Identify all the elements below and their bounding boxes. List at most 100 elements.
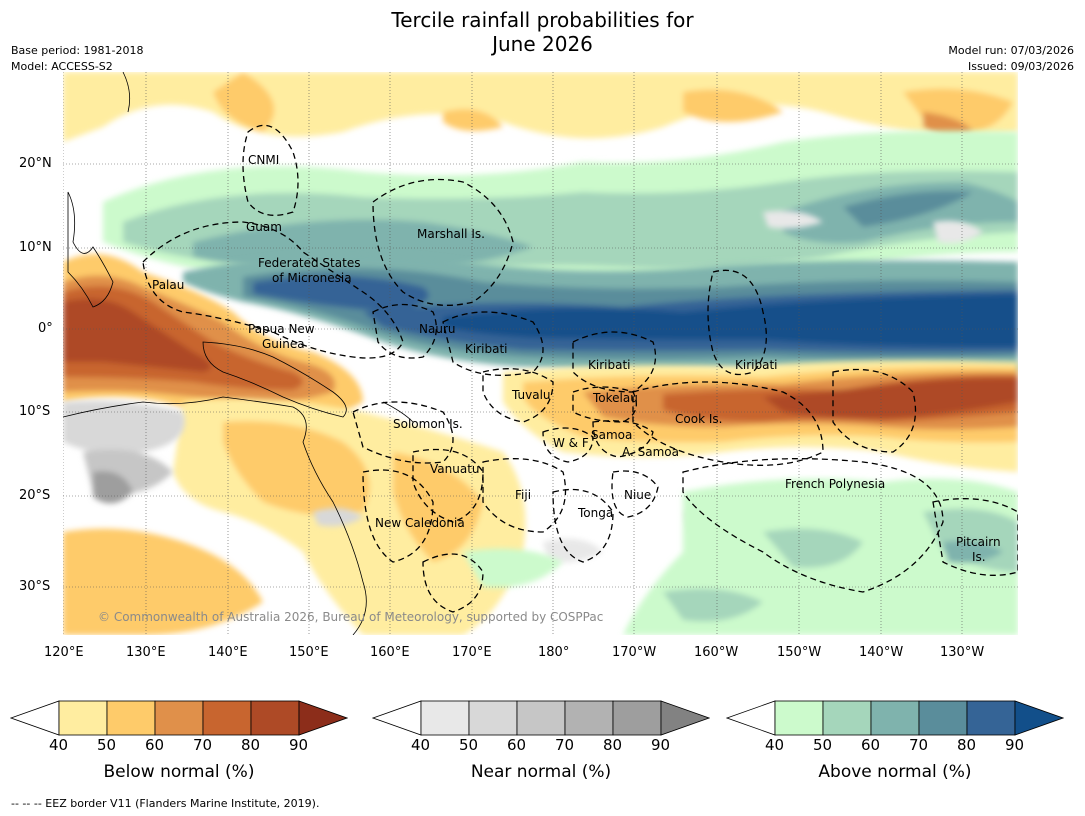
lat-label: 20°N	[19, 156, 52, 171]
colorbar-tick: 70	[555, 736, 575, 754]
label-american-samoa: A. Samoa	[622, 445, 679, 459]
colorbar-swatch	[106, 700, 156, 736]
colorbar-tick: 50	[97, 736, 117, 754]
lat-label: 10°N	[19, 240, 52, 255]
lat-label: 20°S	[19, 488, 51, 503]
lon-label: 160°W	[694, 645, 739, 660]
label-tonga: Tonga	[578, 506, 614, 520]
model-run-date: Model run: 07/03/2026	[948, 44, 1074, 57]
colorbar-tick: 90	[289, 736, 309, 754]
eez-marshall	[372, 178, 514, 306]
colorbar-tick: 60	[145, 736, 165, 754]
label-palau: Palau	[152, 278, 185, 292]
lon-label: 130°W	[940, 645, 985, 660]
colorbar-swatch	[420, 700, 470, 736]
label-tuvalu: Tuvalu	[512, 388, 551, 402]
colorbar-low-arrow	[372, 700, 422, 736]
lat-label: 0°	[38, 321, 53, 336]
label-tokelau: Tokelau	[593, 391, 638, 405]
colorbar-high-arrow	[298, 700, 348, 736]
eez-tokelau	[572, 386, 637, 423]
map-title: Tercile rainfall probabilities for June …	[0, 8, 1085, 56]
colorbar-low-arrow	[10, 700, 60, 736]
label-fsm-1: Federated States	[258, 256, 361, 270]
colorbar-tick: 80	[241, 736, 261, 754]
new-guinea-coast	[202, 341, 347, 418]
colorbar-title: Above normal (%)	[818, 762, 972, 782]
colorbar-near-normal-swatches	[372, 700, 710, 736]
colorbar-tick: 80	[603, 736, 623, 754]
colorbar-title: Below normal (%)	[103, 762, 255, 782]
philippines-coast	[67, 191, 114, 308]
issued-date: Issued: 09/03/2026	[967, 60, 1074, 73]
equatorial-above-normal-band	[183, 254, 1018, 372]
base-period: Base period: 1981-2018	[11, 44, 144, 57]
colorbar-swatch	[564, 700, 614, 736]
lat-label: 10°S	[19, 404, 51, 419]
eez-solomon	[352, 401, 454, 464]
maritime-continent-below-normal	[63, 254, 363, 425]
solomon-coast	[382, 401, 414, 423]
lon-label: 140°E	[208, 645, 248, 660]
north-above-normal-band	[103, 130, 1018, 286]
label-niue: Niue	[624, 488, 652, 502]
eez-fiji	[482, 458, 567, 533]
colorbar-tick: 60	[507, 736, 527, 754]
label-kiribati-east: Kiribati	[735, 358, 778, 372]
eez-tonga	[552, 488, 614, 563]
north-below-normal-patches	[63, 72, 1018, 142]
southeast-above-normal-patches	[463, 478, 1018, 635]
label-cnmi: CNMI	[248, 153, 280, 167]
label-fiji: Fiji	[515, 488, 532, 502]
colorbar-tick: 50	[459, 736, 479, 754]
eez-cook	[632, 381, 824, 466]
label-nauru: Nauru	[419, 322, 456, 336]
eez-niue	[611, 470, 659, 518]
colorbar-swatch	[822, 700, 872, 736]
eez-samoa	[592, 420, 654, 458]
colorbar-tick: 40	[411, 736, 431, 754]
eez-borders	[142, 124, 1018, 613]
colorbar-high-arrow	[1014, 700, 1064, 736]
graticule	[63, 72, 1018, 635]
label-png-2: Guinea	[262, 337, 305, 351]
colorbar-tick: 40	[765, 736, 785, 754]
colorbar-tick: 90	[651, 736, 671, 754]
label-wallis-futuna: W & F	[553, 436, 589, 450]
colorbar-tick: 60	[861, 736, 881, 754]
label-kiribati-central: Kiribati	[588, 358, 631, 372]
eez-kiribati-e	[707, 269, 767, 376]
eez-cook-south	[832, 368, 917, 453]
label-png-1: Papua New	[248, 322, 315, 336]
label-samoa: Samoa	[591, 428, 633, 442]
colorbar-swatch	[58, 700, 108, 736]
colorbar-swatch	[612, 700, 662, 736]
colorbar-swatch	[202, 700, 252, 736]
label-guam: Guam	[246, 220, 282, 234]
taiwan-coast	[122, 72, 131, 113]
colorbar-tick: 90	[1005, 736, 1025, 754]
colorbar-near-normal: 40 50 60 70 80 90 Near normal (%)	[372, 700, 710, 790]
lon-label: 130°E	[126, 645, 166, 660]
eez-new-caledonia	[362, 469, 434, 563]
label-kiribati-west: Kiribati	[465, 342, 508, 356]
australia-coast	[63, 396, 367, 635]
eez-kiribati-w	[442, 311, 544, 376]
colorbar-above-normal: 40 50 60 70 80 90 Above normal (%)	[726, 700, 1064, 790]
eez-vanuatu	[412, 448, 484, 523]
eez-cnmi	[242, 124, 299, 216]
colorbar-tick: 70	[193, 736, 213, 754]
eez-wallis-futuna	[542, 427, 594, 463]
colorbar-swatch	[516, 700, 566, 736]
eez-fsm	[142, 221, 404, 359]
label-fsm-2: of Micronesia	[272, 271, 352, 285]
lon-label: 150°E	[289, 645, 329, 660]
colorbar-swatch	[468, 700, 518, 736]
eez-pitcairn	[932, 498, 1018, 576]
colorbar-title: Near normal (%)	[470, 762, 612, 782]
colorbar-tick: 50	[813, 736, 833, 754]
lon-label: 180°	[538, 645, 570, 660]
colorbar-swatch	[154, 700, 204, 736]
eez-kiribati-c	[572, 331, 657, 393]
label-marshall: Marshall Is.	[417, 227, 485, 241]
